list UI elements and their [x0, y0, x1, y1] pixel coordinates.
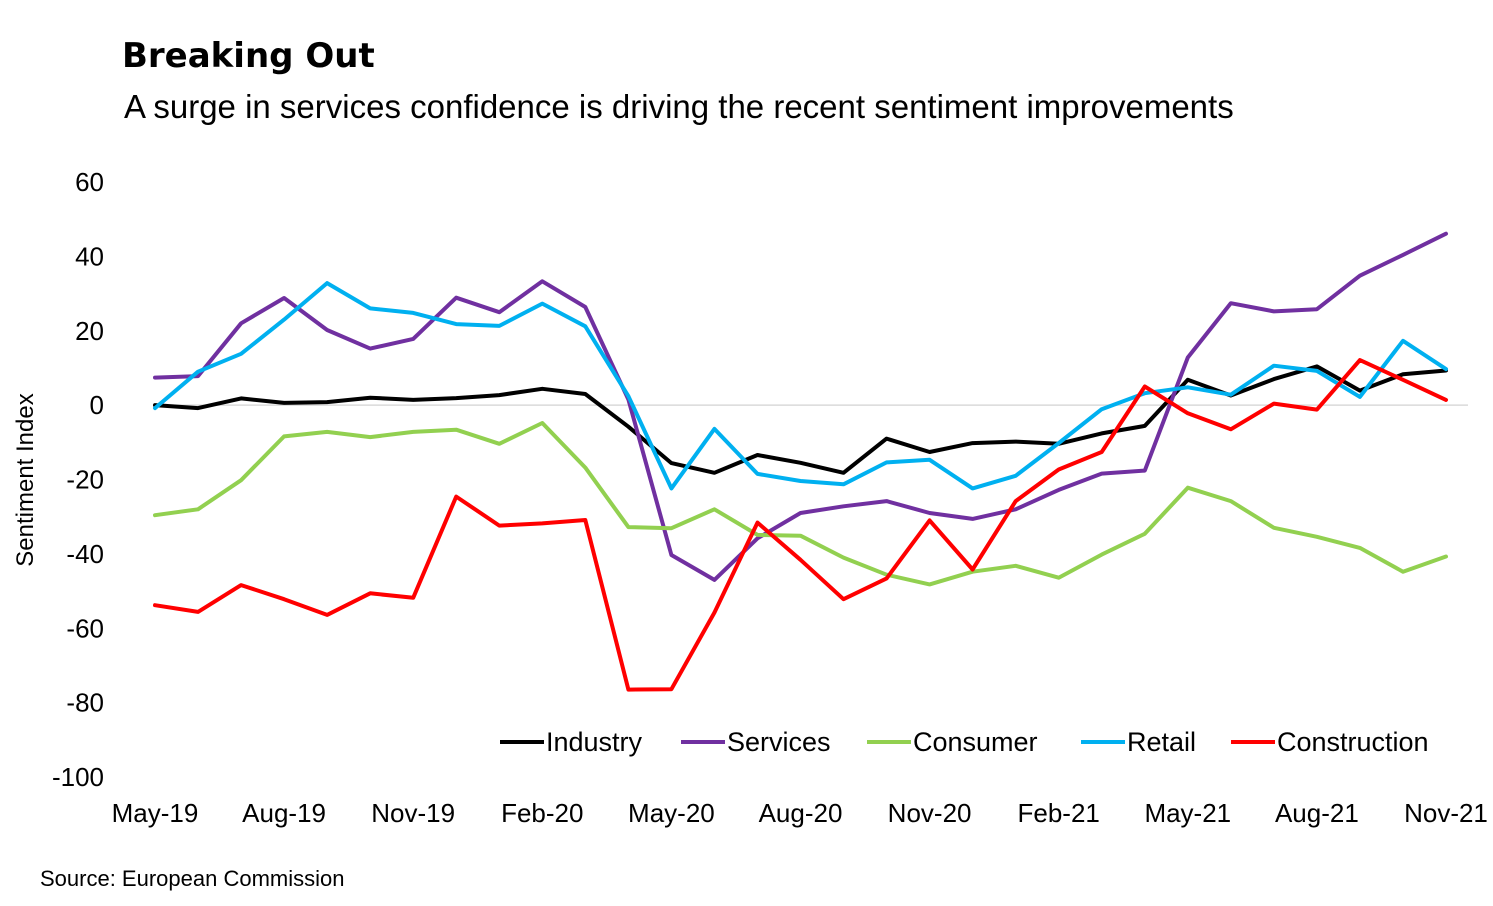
y-axis-ticks: 60 40 20 0 -20 -40 -60 -80 -100	[52, 167, 104, 792]
y-tick-label: 20	[75, 316, 104, 346]
series-layer	[153, 231, 1448, 692]
x-tick-label: May-21	[1144, 798, 1231, 828]
y-tick-label: -100	[52, 762, 104, 792]
x-tick-label: Aug-19	[242, 798, 326, 828]
series-line-consumer	[153, 421, 1448, 587]
x-axis-ticks: May-19 Aug-19 Nov-19 Feb-20 May-20 Aug-20 Nov-…	[112, 798, 1488, 828]
series-line-services	[153, 231, 1448, 582]
y-tick-label: 0	[90, 390, 104, 420]
x-tick-label: Aug-20	[759, 798, 843, 828]
legend-label-consumer: Consumer	[913, 727, 1038, 757]
x-tick-label: May-19	[112, 798, 199, 828]
x-tick-label: Feb-21	[1018, 798, 1100, 828]
x-tick-label: May-20	[628, 798, 715, 828]
x-tick-label: Nov-19	[371, 798, 455, 828]
legend-label-industry: Industry	[546, 727, 643, 757]
chart-title: Breaking Out	[122, 36, 375, 76]
y-tick-label: 60	[75, 167, 104, 197]
x-tick-label: Aug-21	[1275, 798, 1359, 828]
series-line-retail	[153, 281, 1448, 491]
series-line-construction	[153, 358, 1448, 692]
source-note: Source: European Commission	[40, 866, 345, 891]
y-tick-label: 40	[75, 241, 104, 271]
legend-label-services: Services	[727, 727, 831, 757]
x-tick-label: Nov-20	[888, 798, 972, 828]
x-tick-label: Feb-20	[501, 798, 583, 828]
legend-label-construction: Construction	[1277, 727, 1429, 757]
y-tick-label: -60	[66, 613, 104, 643]
y-tick-label: -20	[66, 465, 104, 495]
x-tick-label: Nov-21	[1404, 798, 1488, 828]
y-tick-label: -80	[66, 688, 104, 718]
y-axis-label: Sentiment Index	[12, 393, 39, 566]
y-tick-label: -40	[66, 539, 104, 569]
legend-label-retail: Retail	[1127, 727, 1196, 757]
chart-subtitle: A surge in services confidence is drivin…	[124, 88, 1234, 125]
legend: Industry Services Consumer Retail Constructi…	[500, 727, 1429, 757]
